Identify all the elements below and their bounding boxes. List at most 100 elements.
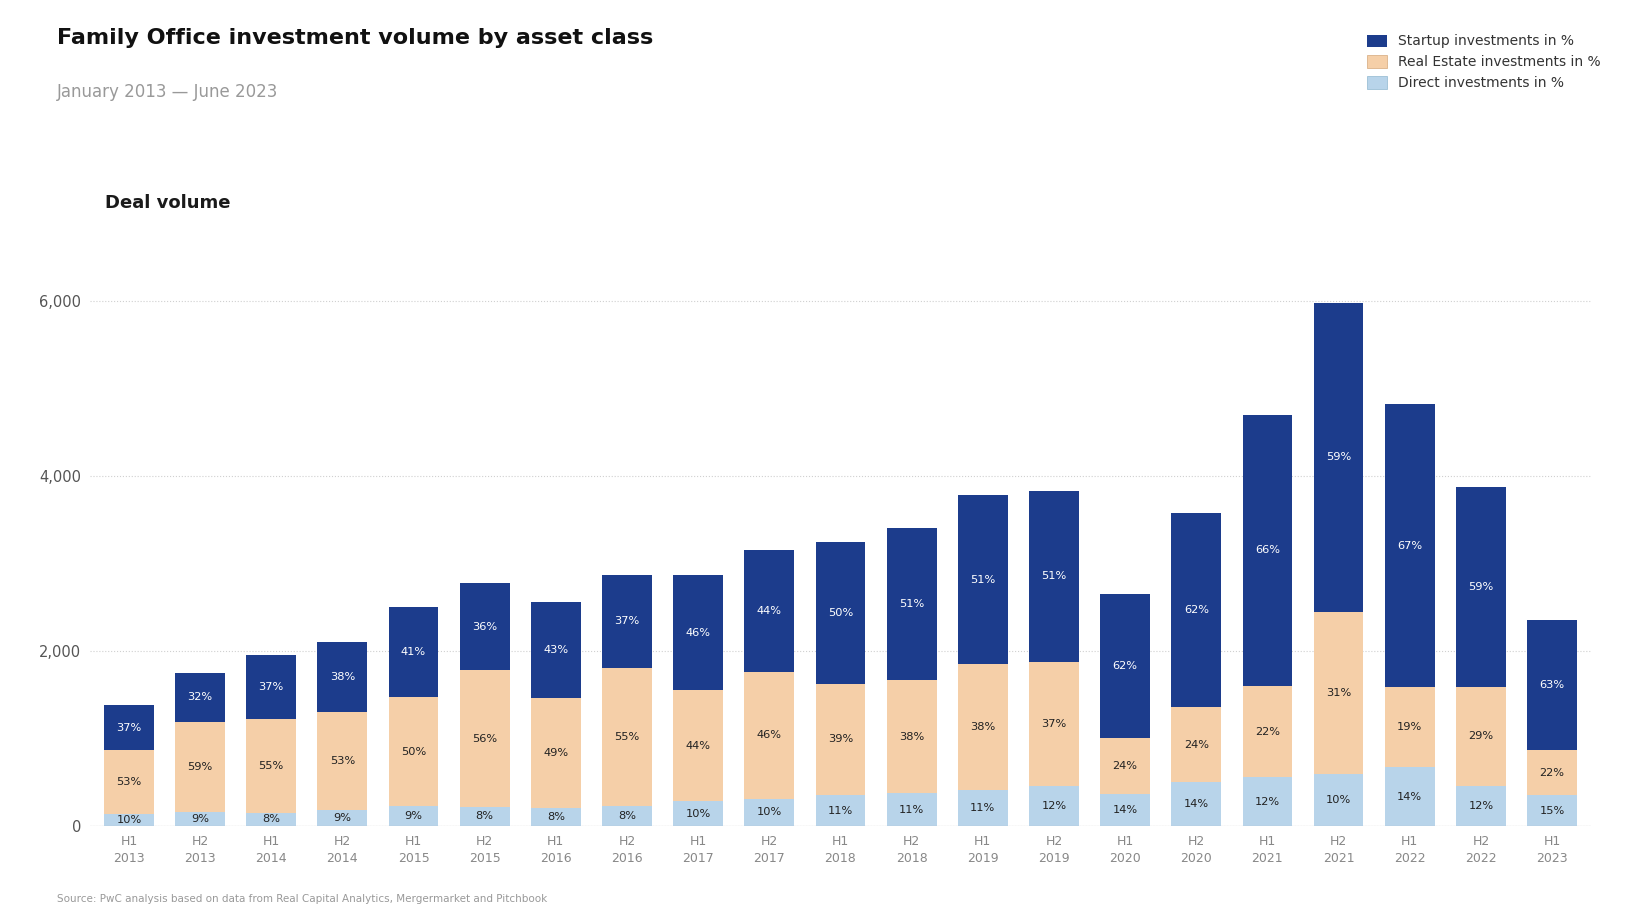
Text: 43%: 43% bbox=[543, 645, 568, 655]
Text: 32%: 32% bbox=[188, 692, 212, 702]
Bar bbox=[104, 705, 153, 750]
Bar bbox=[1456, 786, 1506, 826]
Text: 9%: 9% bbox=[333, 813, 351, 823]
Bar bbox=[318, 810, 367, 826]
Bar bbox=[246, 655, 295, 719]
Text: 55%: 55% bbox=[614, 732, 640, 742]
Bar bbox=[1030, 662, 1079, 786]
Bar bbox=[530, 602, 581, 699]
Text: 29%: 29% bbox=[1469, 732, 1493, 742]
Bar bbox=[816, 542, 865, 684]
Bar bbox=[460, 670, 509, 807]
Bar bbox=[1456, 688, 1506, 786]
Text: 53%: 53% bbox=[116, 778, 142, 787]
Bar bbox=[744, 672, 795, 799]
Text: 8%: 8% bbox=[619, 812, 636, 821]
Bar bbox=[1314, 611, 1363, 774]
Text: Deal volume: Deal volume bbox=[104, 194, 230, 211]
Bar bbox=[246, 812, 295, 826]
Text: 59%: 59% bbox=[1469, 582, 1493, 592]
Text: 62%: 62% bbox=[1113, 661, 1138, 671]
Text: 59%: 59% bbox=[1325, 452, 1351, 462]
Text: Family Office investment volume by asset class: Family Office investment volume by asset… bbox=[57, 28, 653, 48]
Bar bbox=[460, 583, 509, 670]
Bar bbox=[460, 807, 509, 826]
Text: January 2013 — June 2023: January 2013 — June 2023 bbox=[57, 83, 279, 101]
Bar bbox=[1172, 782, 1221, 826]
Bar bbox=[602, 668, 651, 806]
Bar bbox=[530, 808, 581, 826]
Text: 12%: 12% bbox=[1041, 801, 1067, 812]
Bar bbox=[1100, 738, 1151, 794]
Bar bbox=[674, 575, 723, 690]
Bar bbox=[388, 608, 439, 697]
Text: 12%: 12% bbox=[1255, 797, 1279, 807]
Bar bbox=[674, 801, 723, 826]
Text: 37%: 37% bbox=[116, 722, 142, 733]
Bar bbox=[602, 575, 651, 668]
Bar bbox=[175, 722, 225, 812]
Text: 50%: 50% bbox=[401, 746, 426, 756]
Text: 51%: 51% bbox=[1041, 571, 1067, 581]
Text: 46%: 46% bbox=[685, 628, 710, 638]
Text: 63%: 63% bbox=[1539, 680, 1565, 690]
Text: 49%: 49% bbox=[543, 748, 568, 758]
Bar bbox=[1386, 687, 1435, 767]
Bar bbox=[1030, 491, 1079, 662]
Text: 46%: 46% bbox=[757, 730, 782, 740]
Legend: Startup investments in %, Real Estate investments in %, Direct investments in %: Startup investments in %, Real Estate in… bbox=[1368, 35, 1601, 90]
Bar bbox=[104, 814, 153, 826]
Bar bbox=[1314, 774, 1363, 826]
Bar bbox=[1528, 621, 1577, 750]
Text: 22%: 22% bbox=[1255, 726, 1279, 736]
Text: 38%: 38% bbox=[330, 672, 356, 682]
Bar bbox=[958, 495, 1007, 664]
Text: 66%: 66% bbox=[1255, 545, 1279, 555]
Bar bbox=[1242, 777, 1293, 826]
Text: 55%: 55% bbox=[258, 761, 284, 770]
Text: 24%: 24% bbox=[1183, 740, 1209, 750]
Text: 19%: 19% bbox=[1397, 722, 1423, 732]
Text: 37%: 37% bbox=[1041, 719, 1067, 729]
Bar bbox=[674, 690, 723, 801]
Bar bbox=[1100, 794, 1151, 826]
Bar bbox=[246, 719, 295, 812]
Bar bbox=[744, 551, 795, 672]
Bar bbox=[602, 806, 651, 826]
Text: 38%: 38% bbox=[969, 722, 996, 732]
Text: 10%: 10% bbox=[116, 815, 142, 825]
Text: 44%: 44% bbox=[685, 741, 710, 751]
Text: 50%: 50% bbox=[827, 608, 854, 618]
Text: 12%: 12% bbox=[1469, 800, 1493, 811]
Bar bbox=[1528, 795, 1577, 826]
Bar bbox=[744, 799, 795, 826]
Bar bbox=[1172, 707, 1221, 782]
Text: 31%: 31% bbox=[1325, 688, 1351, 698]
Bar bbox=[958, 664, 1007, 789]
Text: 8%: 8% bbox=[547, 812, 565, 823]
Bar bbox=[1456, 487, 1506, 688]
Bar bbox=[886, 680, 937, 793]
Bar bbox=[388, 807, 439, 826]
Bar bbox=[816, 795, 865, 826]
Text: 11%: 11% bbox=[899, 805, 924, 815]
Text: 51%: 51% bbox=[899, 599, 924, 610]
Text: 14%: 14% bbox=[1397, 791, 1423, 801]
Bar bbox=[1528, 750, 1577, 795]
Bar bbox=[886, 529, 937, 680]
Bar bbox=[1314, 303, 1363, 611]
Text: 62%: 62% bbox=[1183, 605, 1209, 615]
Text: 10%: 10% bbox=[685, 809, 712, 819]
Text: Source: PwC analysis based on data from Real Capital Analytics, Mergermarket and: Source: PwC analysis based on data from … bbox=[57, 894, 547, 904]
Text: 9%: 9% bbox=[405, 812, 423, 822]
Bar bbox=[1386, 404, 1435, 687]
Bar bbox=[1242, 687, 1293, 777]
Bar bbox=[886, 793, 937, 826]
Text: 15%: 15% bbox=[1539, 806, 1565, 816]
Bar bbox=[816, 684, 865, 795]
Text: 8%: 8% bbox=[475, 812, 494, 822]
Text: 37%: 37% bbox=[614, 616, 640, 626]
Text: 56%: 56% bbox=[472, 733, 498, 744]
Bar bbox=[958, 789, 1007, 826]
Text: 8%: 8% bbox=[263, 814, 281, 824]
